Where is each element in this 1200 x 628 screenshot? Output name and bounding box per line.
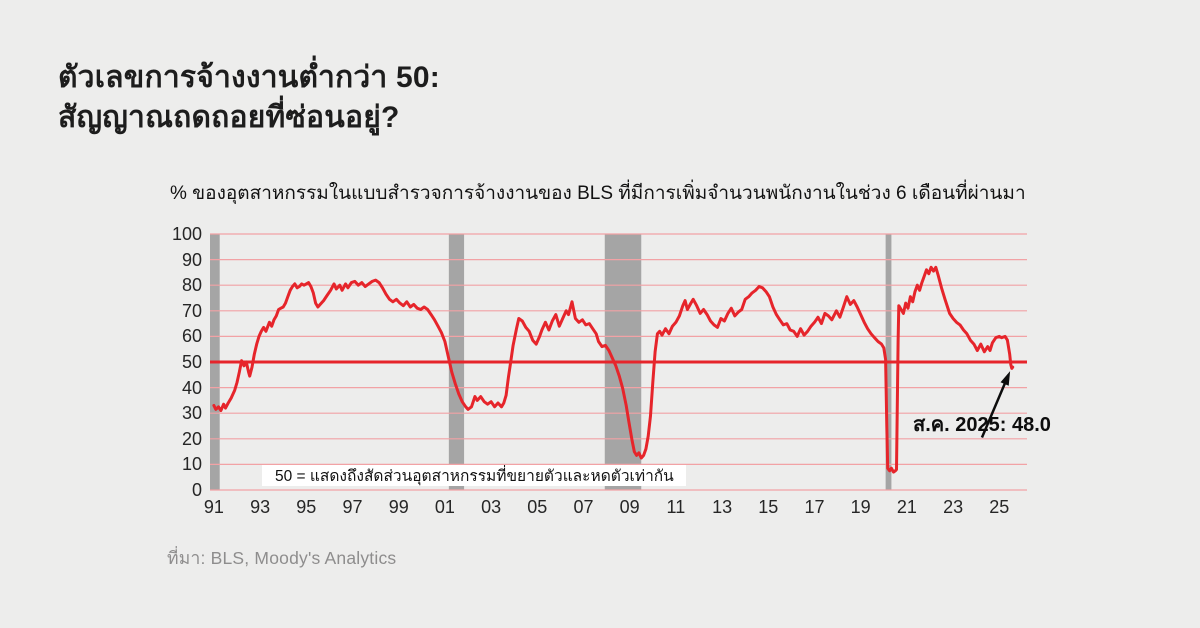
y-tick-label: 20 bbox=[181, 428, 202, 449]
annotation-arrow bbox=[980, 371, 1011, 439]
page-title-line-1: ตัวเลขการจ้างงานต่ำกว่า 50: bbox=[58, 61, 440, 94]
y-tick-label: 100 bbox=[171, 224, 202, 244]
y-tick-label: 30 bbox=[181, 403, 202, 424]
arrow-head bbox=[1000, 371, 1011, 386]
x-tick-label: 17 bbox=[804, 497, 825, 517]
y-tick-label: 60 bbox=[181, 326, 202, 347]
y-tick-label: 50 bbox=[181, 352, 202, 372]
x-tick-label: 97 bbox=[342, 497, 363, 517]
x-tick-label: 19 bbox=[850, 497, 871, 517]
y-tick-label: 0 bbox=[191, 480, 202, 500]
x-tick-label: 13 bbox=[712, 497, 733, 517]
page-title: ตัวเลขการจ้างงานต่ำกว่า 50: สัญญาณถดถอยท… bbox=[58, 58, 440, 138]
x-tick-label: 25 bbox=[989, 497, 1010, 517]
arrow-shaft bbox=[980, 374, 1010, 439]
y-tick-label: 40 bbox=[181, 377, 202, 398]
annotation-label: ส.ค. 2025: 48.0 bbox=[913, 414, 1051, 436]
y-tick-label: 70 bbox=[181, 300, 202, 321]
x-tick-label: 23 bbox=[943, 497, 964, 517]
x-tick-label: 09 bbox=[619, 497, 640, 517]
source-note: ที่มา: BLS, Moody's Analytics bbox=[167, 548, 397, 568]
x-tick-label: 21 bbox=[896, 497, 917, 517]
x-tick-label: 93 bbox=[250, 497, 271, 517]
x-tick-label: 15 bbox=[758, 497, 779, 517]
y-axis-labels: 0 10 20 30 40 50 60 70 80 90 100 bbox=[150, 224, 202, 500]
page-title-line-2: สัญญาณถดถอยที่ซ่อนอยู่? bbox=[58, 101, 400, 134]
x-tick-label: 01 bbox=[434, 497, 455, 517]
chart-subtitle: % ของอุตสาหกรรมในแบบสำรวจการจ้างงานของ B… bbox=[170, 183, 1026, 204]
plot-area: 50 = แสดงถึงสัดส่วนอุตสาหกรรมที่ขยายตัวแ… bbox=[210, 233, 1051, 491]
y-tick-label: 10 bbox=[181, 454, 202, 475]
threshold-note: 50 = แสดงถึงสัดส่วนอุตสาหกรรมที่ขยายตัวแ… bbox=[262, 465, 686, 486]
x-axis-labels: 91 93 95 97 99 01 03 05 07 09 11 13 15 17 19 21 23 25 bbox=[204, 497, 1027, 521]
line-chart bbox=[210, 233, 1027, 491]
x-tick-label: 03 bbox=[481, 497, 502, 517]
x-tick-label: 95 bbox=[296, 497, 317, 517]
x-tick-label: 07 bbox=[573, 497, 594, 517]
x-tick-label: 91 bbox=[203, 497, 224, 517]
y-tick-label: 80 bbox=[181, 275, 202, 296]
x-tick-label: 99 bbox=[388, 497, 409, 517]
x-tick-label: 11 bbox=[666, 497, 686, 517]
y-tick-label: 90 bbox=[181, 249, 202, 270]
data-series bbox=[212, 265, 1015, 474]
x-tick-label: 05 bbox=[527, 497, 548, 517]
data-line bbox=[212, 265, 1015, 474]
